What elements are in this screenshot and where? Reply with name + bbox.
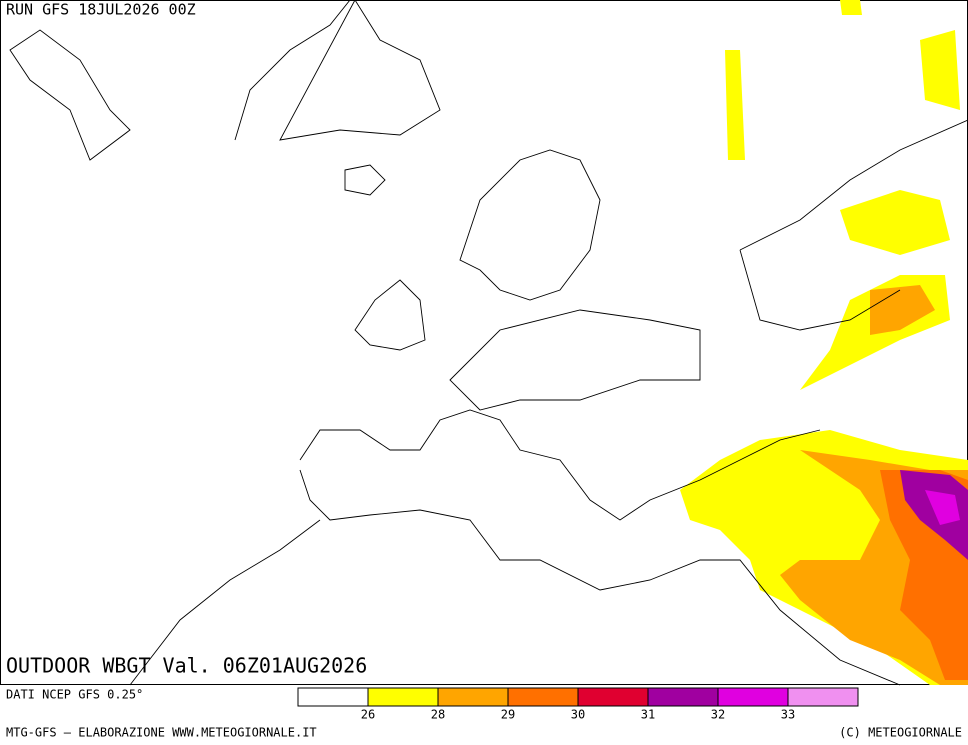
legend-label: 32 [711,708,725,722]
coastlines [9,0,968,686]
legend-box [297,687,369,707]
legend-box [577,687,649,707]
legend: 26 28 29 30 31 32 33 [297,687,859,722]
legend-label: 29 [501,708,515,722]
legend-box [507,687,579,707]
footer-right: (C) METEOGIORNALE [839,726,962,740]
footer-left: MTG-GFS – ELABORAZIONE WWW.METEOGIORNALE… [6,726,317,740]
legend-label: 33 [781,708,795,722]
legend-box [367,687,439,707]
map-title: OUTDOOR WBGT Val. 06Z01AUG2026 [6,654,367,678]
legend-box [717,687,789,707]
legend-box [787,687,859,707]
legend-box [647,687,719,707]
legend-label: 26 [361,708,375,722]
legend-label: 28 [431,708,445,722]
source-label: DATI NCEP GFS 0.25° [6,688,143,702]
legend-label: 31 [641,708,655,722]
legend-label: 30 [571,708,585,722]
legend-box [437,687,509,707]
run-label: RUN GFS 18JUL2026 00Z [6,1,196,19]
weather-field [680,0,968,685]
